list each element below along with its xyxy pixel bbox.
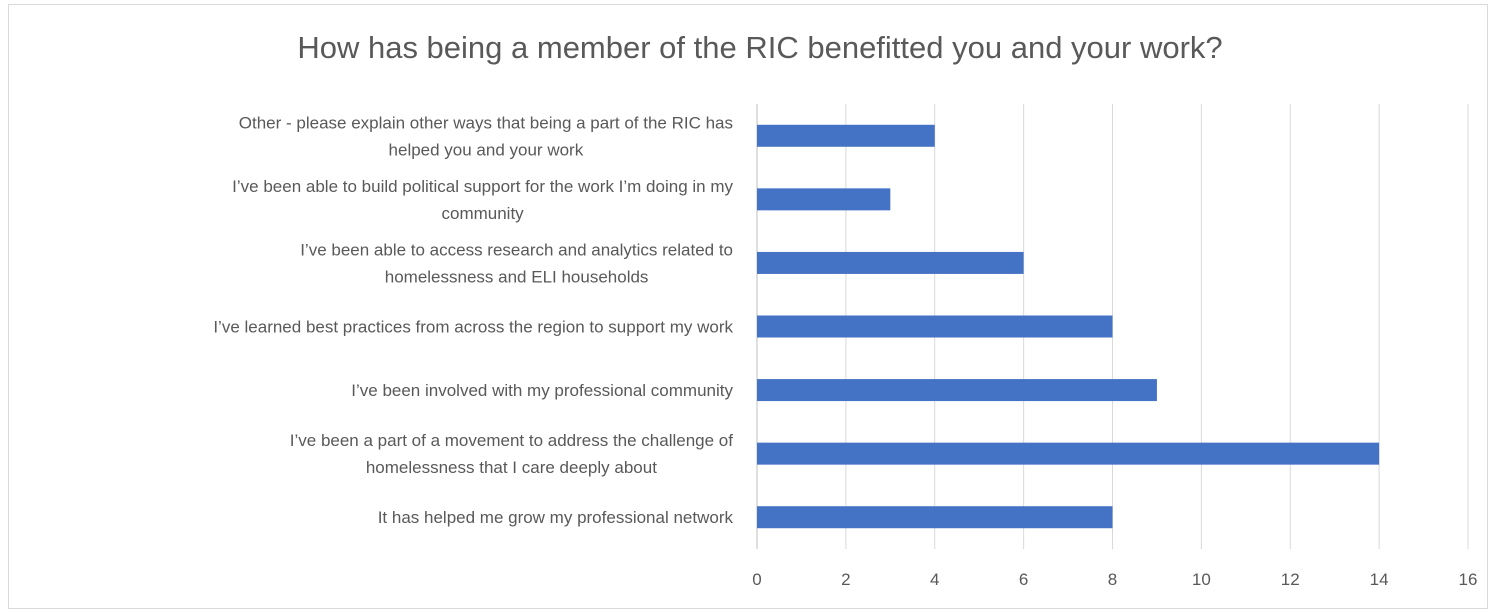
x-tick-label: 10 [1192, 570, 1211, 589]
category-label: I’ve been able to access research and an… [300, 240, 733, 286]
category-label: Other - please explain other ways that b… [239, 113, 733, 159]
category-label-line: I’ve learned best practices from across … [213, 318, 733, 337]
category-label: I’ve been involved with my professional … [351, 381, 733, 400]
bar [757, 379, 1157, 402]
category-label: I’ve been able to build political suppor… [232, 177, 733, 223]
bar [757, 251, 1024, 274]
bar [757, 506, 1113, 529]
x-tick-label: 8 [1108, 570, 1117, 589]
bar [757, 315, 1113, 338]
x-tick-label: 6 [1019, 570, 1028, 589]
bar [757, 124, 935, 147]
category-label-line: I’ve been a part of a movement to addres… [290, 431, 733, 450]
category-label-line: I’ve been able to access research and an… [300, 240, 733, 259]
chart-frame [8, 4, 1488, 609]
chart-title: How has being a member of the RIC benefi… [297, 30, 1222, 65]
category-label-line: It has helped me grow my professional ne… [378, 508, 734, 527]
x-tick-label: 16 [1459, 570, 1478, 589]
category-label: It has helped me grow my professional ne… [378, 508, 734, 527]
x-tick-label: 14 [1370, 570, 1389, 589]
x-tick-label: 12 [1281, 570, 1300, 589]
x-tick-label: 0 [752, 570, 761, 589]
category-label-line: homelessness that I care deeply about [366, 458, 657, 477]
x-tick-label: 2 [841, 570, 850, 589]
category-label-line: I’ve been involved with my professional … [351, 381, 733, 400]
category-label-line: homelessness and ELI households [385, 267, 649, 286]
category-labels: Other - please explain other ways that b… [213, 113, 733, 527]
bar [757, 188, 891, 211]
bar [757, 442, 1380, 465]
bars [757, 124, 1380, 529]
category-label: I’ve been a part of a movement to addres… [290, 431, 733, 477]
x-tick-label: 4 [930, 570, 939, 589]
gridlines [756, 104, 1469, 549]
category-label: I’ve learned best practices from across … [213, 318, 733, 337]
category-label-line: community [441, 204, 524, 223]
category-label-line: I’ve been able to build political suppor… [232, 177, 733, 196]
x-axis-tick-labels: 0 2 4 6 8 10 12 14 16 [752, 570, 1477, 589]
category-label-line: Other - please explain other ways that b… [239, 113, 733, 132]
category-label-line: helped you and your work [389, 140, 584, 159]
